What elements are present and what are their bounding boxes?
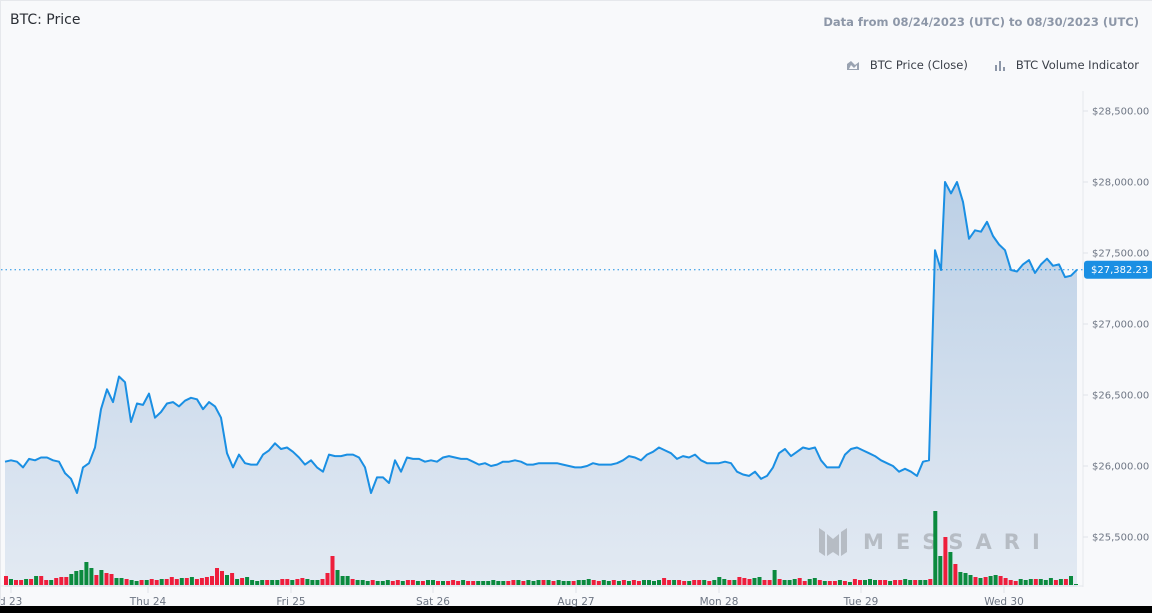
legend-label-volume: BTC Volume Indicator	[1015, 58, 1139, 72]
x-tick-label: Mon 28	[700, 596, 739, 607]
area-chart-icon	[846, 60, 859, 70]
x-tick-label: d 23	[1, 596, 22, 607]
legend-label-price: BTC Price (Close)	[869, 58, 968, 72]
x-tick-label: Wed 30	[984, 596, 1024, 607]
chart-title: BTC: Price	[10, 12, 81, 28]
legend: BTC Price (Close) BTC Volume Indicator	[820, 58, 1139, 72]
price-area	[5, 182, 1077, 587]
x-tick-label: Fri 25	[276, 596, 305, 607]
legend-item-price[interactable]: BTC Price (Close)	[846, 58, 968, 72]
date-range-text: Data from 08/24/2023 (UTC) to 08/30/2023…	[823, 15, 1139, 29]
watermark-text: MESSARI	[863, 530, 1052, 554]
y-tick-label: $28,500.00	[1092, 107, 1149, 118]
price-line	[4, 181, 1078, 494]
messari-watermark: MESSARI	[819, 528, 1052, 556]
current-price-badge: $27,382.23	[1, 260, 1152, 279]
x-tick-label: Tue 29	[843, 596, 879, 607]
y-axis: $25,500.00 $26,000.00 $26,500.00 $27,000.00…	[1083, 107, 1149, 544]
x-tick-label: Sat 26	[416, 596, 450, 607]
y-tick-label: $25,500.00	[1092, 533, 1149, 544]
y-tick-label: $27,500.00	[1092, 249, 1149, 260]
y-tick-label: $26,500.00	[1092, 391, 1149, 402]
legend-item-volume[interactable]: BTC Volume Indicator	[994, 58, 1139, 72]
x-tick-label: Thu 24	[129, 596, 167, 607]
y-tick-label: $27,000.00	[1092, 320, 1149, 331]
volume-bars	[1, 511, 1083, 587]
y-tick-label: $28,000.00	[1092, 178, 1149, 189]
current-price-label: $27,382.23	[1091, 265, 1148, 276]
bar-chart-icon	[994, 60, 1005, 71]
x-tick-label: Aug 27	[557, 596, 594, 607]
y-tick-label: $26,000.00	[1092, 462, 1149, 473]
x-axis: d 23 Thu 24 Fri 25 Sat 26 Aug 27 Mon 28 Tue 29…	[1, 587, 1024, 607]
